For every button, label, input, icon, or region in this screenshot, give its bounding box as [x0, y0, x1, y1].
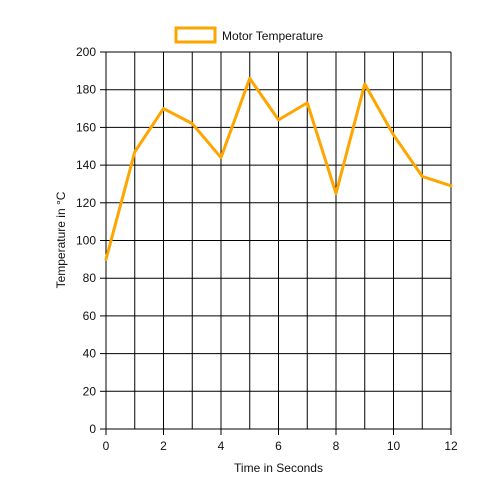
y-tick-label: 80 [83, 271, 97, 285]
y-tick-label: 0 [89, 422, 96, 436]
x-axis-ticks: 0 2 4 6 8 10 12 [103, 429, 458, 453]
series-line [104, 76, 453, 261]
x-tick-label: 10 [387, 439, 401, 453]
legend-swatch [174, 26, 217, 44]
y-tick-label: 200 [76, 45, 96, 59]
x-tick-label: 8 [333, 439, 340, 453]
y-tick-label: 140 [76, 158, 96, 172]
x-tick-label: 2 [160, 439, 167, 453]
legend[interactable]: Motor Temperature [174, 26, 323, 44]
y-tick-label: 20 [83, 384, 97, 398]
x-axis-title: Time in Seconds [234, 461, 323, 475]
legend-label: Motor Temperature [222, 29, 323, 43]
y-tick-label: 120 [76, 196, 96, 210]
x-tick-label: 4 [218, 439, 225, 453]
y-axis-ticks: 0 20 40 60 80 100 120 140 160 180 200 [76, 45, 106, 436]
y-tick-label: 60 [83, 309, 97, 323]
y-tick-label: 180 [76, 83, 96, 97]
series-lines [104, 76, 453, 261]
x-tick-label: 0 [103, 439, 110, 453]
x-tick-label: 12 [444, 439, 458, 453]
y-axis-title: Temperature in °C [54, 191, 68, 288]
y-tick-label: 40 [83, 347, 97, 361]
y-tick-label: 160 [76, 120, 96, 134]
grid [105, 51, 452, 430]
x-tick-label: 6 [275, 439, 282, 453]
y-tick-label: 100 [76, 234, 96, 248]
